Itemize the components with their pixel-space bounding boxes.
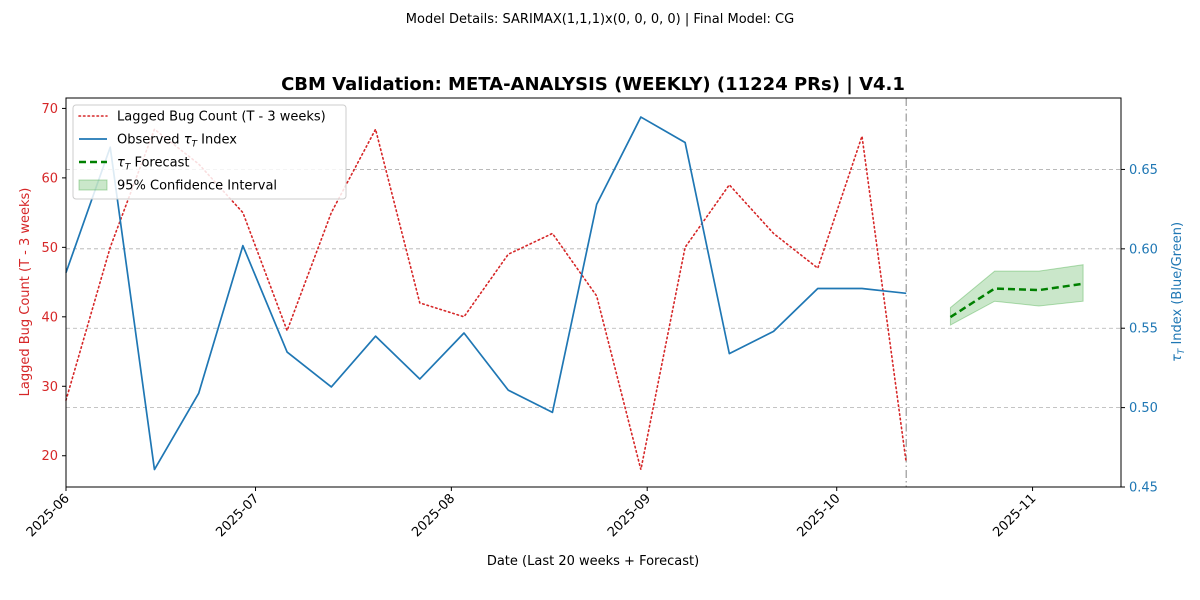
chart-suptitle: Model Details: SARIMAX(1,1,1)x(0, 0, 0, … xyxy=(406,12,794,27)
plot-area-frame xyxy=(65,97,1122,488)
legend-box xyxy=(72,104,347,200)
y-axis-left-label: Lagged Bug Count (T - 3 weeks) xyxy=(18,188,33,397)
y-axis-right-label: τT Index (Blue/Green) xyxy=(1170,222,1187,362)
confidence-interval-band xyxy=(949,264,1084,326)
y-right-tick-label: 0.60 xyxy=(1129,242,1158,257)
series-line-tau-forecast xyxy=(949,282,1084,319)
y-left-tick-label: 50 xyxy=(41,241,58,256)
legend-label-tau-forecast: τT Forecast xyxy=(117,156,189,173)
chart-title: CBM Validation: META-ANALYSIS (WEEKLY) (… xyxy=(281,74,905,95)
legend: Lagged Bug Count (T - 3 weeks) Observed τ… xyxy=(72,104,347,200)
y-right-tick-label: 0.65 xyxy=(1129,163,1158,178)
y-left-tick-label: 30 xyxy=(41,380,58,395)
y-left-tick-label: 20 xyxy=(41,449,58,464)
legend-label-lagged-bug-count: Lagged Bug Count (T - 3 weeks) xyxy=(117,110,326,125)
legend-swatch-confidence-interval xyxy=(78,179,108,191)
legend-label-observed-tau: Observed τT Index xyxy=(117,133,237,150)
y-left-tick-label: 60 xyxy=(41,171,58,186)
y-left-tick-label: 70 xyxy=(41,102,58,117)
legend-label-confidence-interval: 95% Confidence Interval xyxy=(117,179,277,194)
x-axis-label: Date (Last 20 weeks + Forecast) xyxy=(487,554,699,569)
y-right-tick-label: 0.45 xyxy=(1129,481,1158,496)
y-right-tick-label: 0.55 xyxy=(1129,322,1158,337)
series-line-observed-tau xyxy=(65,116,907,471)
y-left-tick-label: 40 xyxy=(41,310,58,325)
y-right-tick-label: 0.50 xyxy=(1129,401,1158,416)
